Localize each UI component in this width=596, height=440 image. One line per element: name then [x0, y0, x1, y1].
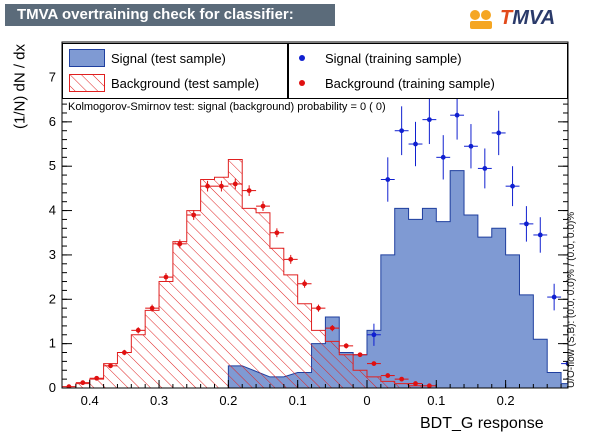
signal-train-point: [496, 130, 502, 136]
background-train-point: [232, 181, 238, 187]
background-train-point: [163, 274, 169, 280]
chart-title: TMVA overtraining check for classifier: …: [5, 4, 335, 45]
legend-test: Signal (test sample) Background (test sa…: [62, 43, 288, 99]
y-tick-label: 5: [49, 158, 56, 173]
legend-background-train-marker: [299, 80, 305, 86]
signal-train-point: [454, 112, 460, 118]
tmva-logo-icon: [470, 10, 492, 29]
background-train-point: [135, 327, 141, 333]
background-train-point: [302, 281, 308, 287]
background-train-point: [205, 183, 210, 189]
signal-train-point: [579, 372, 584, 377]
y-tick-label: 6: [49, 114, 56, 129]
background-train-point: [274, 230, 280, 236]
tmva-logo-text: TMVA: [500, 7, 556, 29]
signal-train-point: [413, 141, 418, 147]
background-train-point: [246, 188, 252, 194]
x-tick-label: 0.1: [289, 393, 307, 408]
x-axis-label: BDT_G response: [420, 415, 544, 432]
background-train-point: [66, 384, 72, 388]
background-train-point: [80, 380, 86, 386]
x-tick-label: 0.2: [219, 393, 237, 408]
background-train-point: [108, 363, 113, 369]
y-axis-label: (1/N) dN / dx: [11, 43, 29, 130]
signal-train-point: [510, 183, 515, 189]
signal-train-point: [440, 154, 446, 160]
legend-train: Signal (training sample) Background (tra…: [288, 43, 568, 99]
legend-background-train-label: Background (training sample): [325, 76, 495, 91]
background-train-point: [191, 212, 197, 218]
background-train-point: [329, 325, 335, 331]
signal-train-point: [468, 143, 474, 149]
overflow-note: U/O-flow (S,B): (0.0, 0.0)% / (0.0, 0.0)…: [566, 211, 577, 388]
background-train-point: [260, 203, 266, 209]
background-train-point: [399, 376, 405, 382]
background-train-point: [426, 383, 432, 388]
tmva-logo: TMVA: [466, 5, 592, 35]
y-tick-label: 2: [49, 291, 56, 306]
x-tick-label: 0.1: [427, 393, 445, 408]
y-tick-label: 7: [49, 69, 56, 84]
plot-frame: [61, 41, 569, 389]
signal-train-point: [399, 128, 405, 134]
signal-train-point: [482, 166, 488, 171]
y-tick-label: 1: [49, 336, 56, 351]
legend-background-test-label: Background (test sample): [111, 76, 260, 91]
legend-signal-train-marker: [299, 55, 305, 61]
background-train-point: [371, 361, 377, 367]
signal-train-point: [565, 361, 568, 367]
background-train-point: [149, 305, 155, 311]
y-tick-label: 3: [49, 247, 56, 262]
background-train-point: [177, 241, 183, 247]
legend-signal-test-label: Signal (test sample): [111, 51, 226, 66]
signal-train-point: [371, 332, 377, 338]
signal-train-point: [426, 117, 432, 123]
background-train-point: [343, 343, 349, 349]
ks-test-annotation: Kolmogorov-Smirnov test: signal (backgro…: [68, 101, 386, 113]
legend-signal-test-swatch: [69, 49, 105, 67]
legend-background-test-swatch: [69, 74, 105, 92]
background-train-point: [385, 373, 391, 378]
legend-signal-train-label: Signal (training sample): [325, 51, 462, 66]
x-tick-label: 0.3: [150, 393, 168, 408]
background-train-point: [219, 183, 224, 189]
signal-train-point: [551, 294, 557, 300]
signal-train-point: [537, 232, 543, 238]
background-train-point: [288, 256, 294, 262]
background-train-point: [413, 381, 418, 386]
signal-train-point: [385, 177, 391, 182]
x-tick-label: 0: [363, 393, 370, 408]
signal-train-point: [524, 221, 529, 227]
background-train-point: [357, 352, 363, 358]
x-tick-label: 0.2: [497, 393, 515, 408]
background-train-point: [121, 350, 127, 355]
background-train-point: [316, 305, 321, 311]
background-train-point: [94, 375, 100, 381]
x-tick-label: 0.4: [81, 393, 99, 408]
y-tick-label: 0: [49, 380, 56, 395]
y-tick-label: 4: [49, 203, 56, 218]
